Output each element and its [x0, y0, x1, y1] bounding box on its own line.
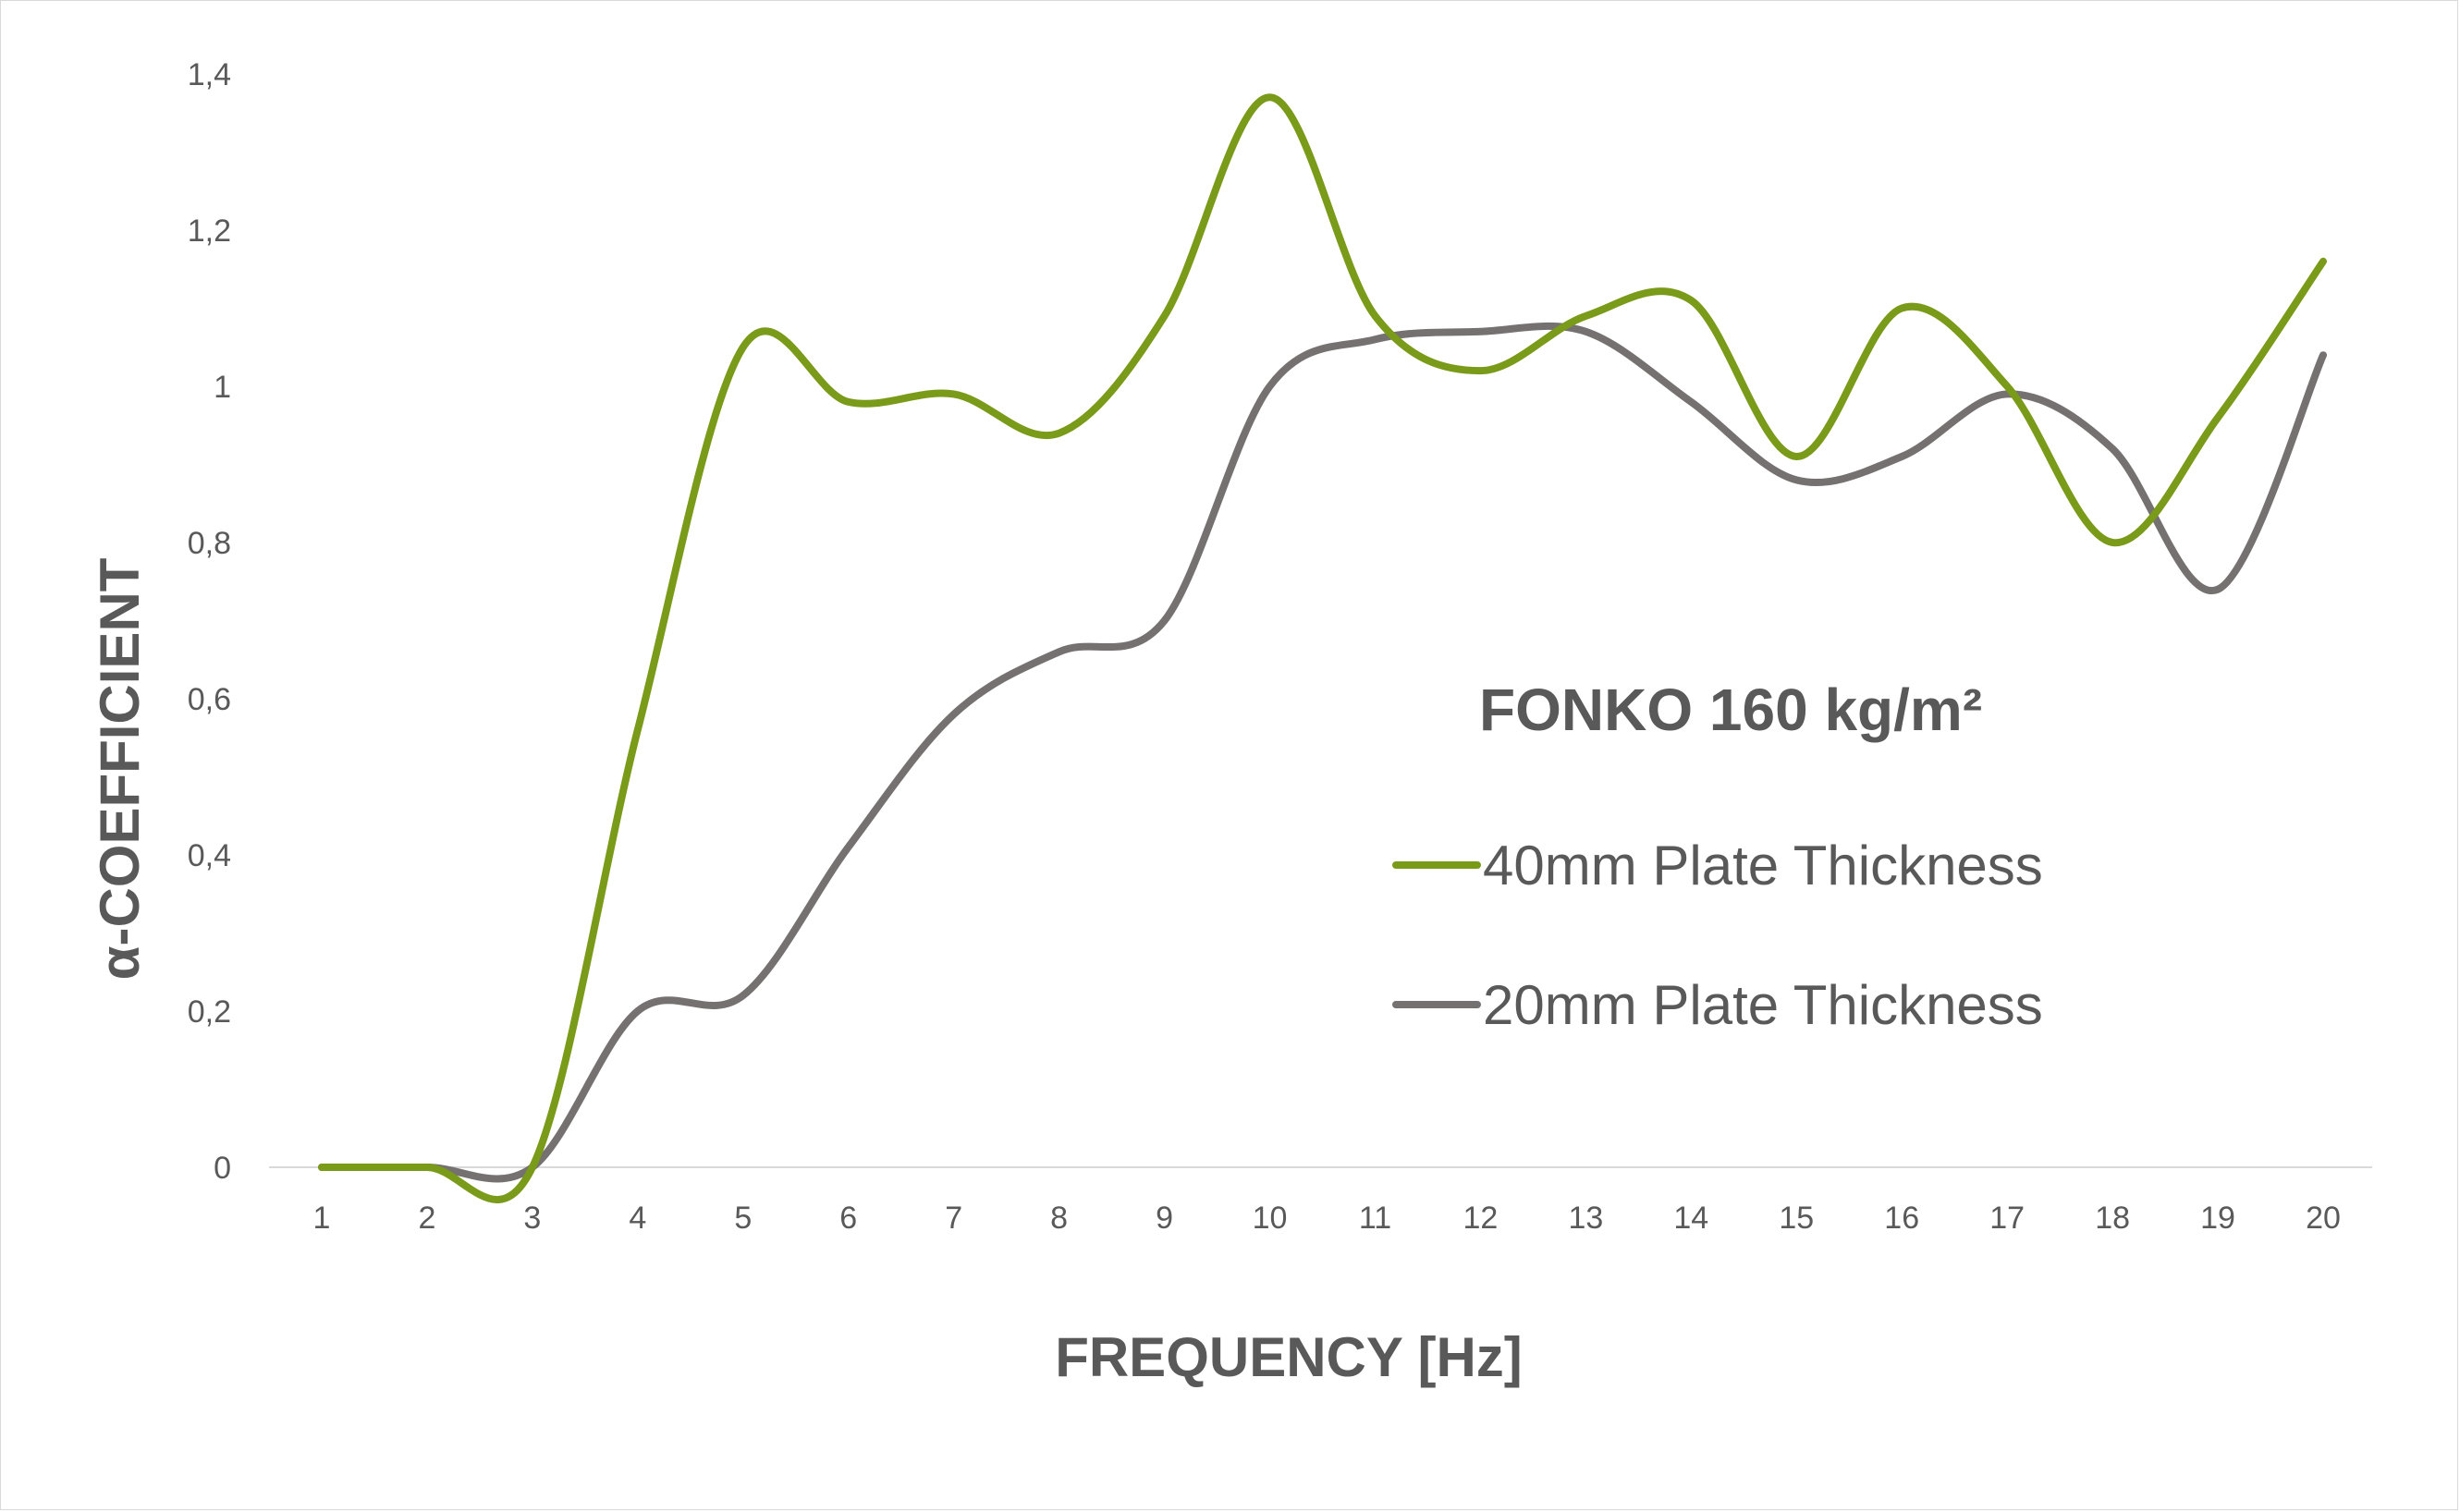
x-tick-label: 10 [1253, 1201, 1288, 1236]
chart-title: FONKO 160 kg/m² [1479, 677, 1982, 743]
x-tick-label: 11 [1359, 1201, 1391, 1236]
x-tick-label: 3 [523, 1201, 541, 1236]
y-tick-label: 0,8 [188, 526, 231, 561]
y-tick-label: 0,4 [188, 838, 231, 873]
y-axis-title: α-COEFFICIENT [89, 558, 151, 981]
x-tick-label: 9 [1156, 1201, 1173, 1236]
legend-label-40mm: 40mm Plate Thickness [1483, 835, 2043, 896]
y-tick-label: 1,2 [188, 213, 231, 249]
y-tick-label: 0,2 [188, 994, 231, 1030]
series-layer [318, 93, 2327, 1204]
series-line-40mm [318, 93, 2327, 1204]
series-line-20mm [318, 322, 2327, 1183]
x-tick-label: 14 [1673, 1201, 1708, 1236]
x-tick-label: 18 [2095, 1201, 2130, 1236]
x-tick-label: 19 [2200, 1201, 2235, 1236]
x-tick-label: 5 [734, 1201, 752, 1236]
x-tick-label: 17 [1989, 1201, 2025, 1236]
x-tick-label: 20 [2306, 1201, 2341, 1236]
x-tick-label: 6 [839, 1201, 857, 1236]
x-tick-label: 1 [313, 1201, 331, 1236]
x-tick-label: 7 [945, 1201, 962, 1236]
y-tick-label: 1 [214, 370, 231, 405]
x-tick-label: 2 [418, 1201, 435, 1236]
x-tick-label: 12 [1463, 1201, 1499, 1236]
y-tick-label: 1,4 [188, 57, 231, 92]
x-tick-label: 4 [629, 1201, 646, 1236]
x-axis-title: FREQUENCY [Hz] [1055, 1326, 1523, 1388]
x-tick-label: 15 [1779, 1201, 1814, 1236]
y-tick-label: 0,6 [188, 682, 231, 717]
x-tick-label: 16 [1884, 1201, 1919, 1236]
y-tick-label: 0 [214, 1151, 231, 1186]
legend: 40mm Plate Thickness 20mm Plate Thicknes… [1392, 835, 2043, 1036]
x-tick-label: 13 [1568, 1201, 1603, 1236]
legend-label-20mm: 20mm Plate Thickness [1483, 974, 2043, 1036]
axis-layer: 00,20,40,60,811,21,41 2 3 4 5 6 7 8 9 10 11 12 13 14 1… [188, 57, 2372, 1236]
x-tick-label: 8 [1050, 1201, 1068, 1236]
